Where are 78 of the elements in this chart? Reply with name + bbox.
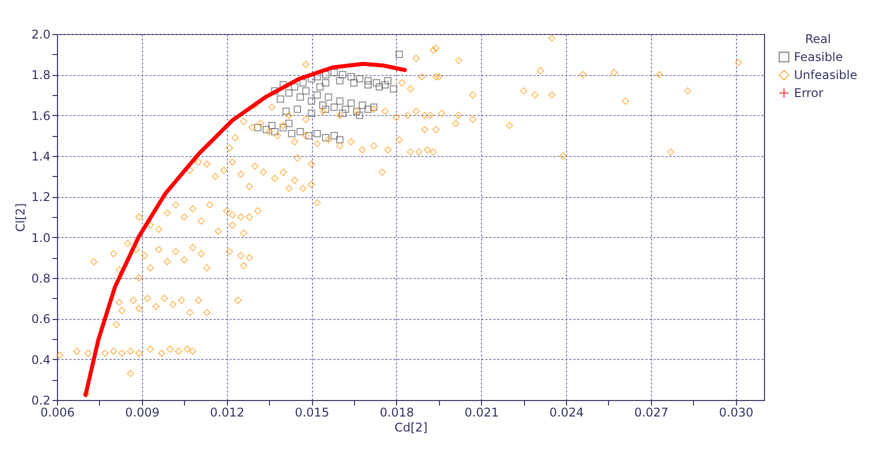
point (268, 122, 276, 130)
point (350, 79, 358, 86)
y-tick-label: 1.8 (31, 68, 50, 82)
point (347, 73, 355, 80)
point (330, 104, 338, 111)
point (342, 106, 350, 113)
point (294, 106, 302, 113)
legend-label: Unfeasible (794, 68, 858, 82)
y-tick-label: 1.4 (31, 150, 50, 164)
point (316, 83, 324, 91)
x-tick-label: 0.030 (719, 406, 754, 420)
point (282, 108, 290, 115)
point (285, 89, 293, 97)
y-tick-label: 1.2 (31, 190, 50, 204)
y-tick-label: 0.6 (31, 312, 50, 326)
y-tick-label: 2.0 (31, 28, 50, 42)
y-tick-label: 0.8 (31, 272, 50, 286)
legend-label: Error (794, 86, 824, 100)
point (285, 120, 293, 128)
point (290, 83, 298, 91)
point (314, 130, 321, 138)
point (305, 132, 312, 140)
point (308, 97, 316, 105)
point (364, 77, 372, 84)
point (322, 71, 330, 78)
point (358, 102, 366, 109)
x-tick-label: 0.024 (549, 406, 584, 420)
point (384, 77, 392, 84)
y-tick-label: 1.0 (31, 230, 50, 245)
point (296, 128, 304, 136)
point (356, 75, 364, 82)
point (330, 132, 338, 140)
x-tick-label: 0.021 (464, 406, 499, 420)
point (390, 85, 398, 93)
point (262, 126, 270, 134)
point (364, 106, 372, 113)
legend-title: Real (805, 32, 831, 46)
point (288, 130, 296, 138)
point (296, 93, 304, 101)
point (302, 87, 310, 95)
y-tick-label: 0.4 (31, 352, 50, 367)
point (314, 91, 321, 99)
point (396, 50, 403, 58)
point (376, 83, 384, 91)
x-axis-title: Cd[2] (394, 420, 428, 434)
x-tick-label: 0.018 (380, 406, 414, 420)
y-axis-title: Cl[2] (13, 203, 28, 232)
point (336, 77, 344, 84)
x-tick-label: 0.015 (294, 406, 330, 420)
point (336, 97, 344, 105)
x-tick-label: 0.009 (125, 406, 160, 420)
point (276, 95, 284, 103)
y-tick-label: 1.6 (31, 108, 50, 123)
x-tick-label: 0.027 (634, 406, 669, 420)
legend-label: Feasible (794, 50, 843, 64)
point (299, 79, 307, 86)
point (322, 134, 330, 142)
point (364, 81, 372, 88)
point (271, 128, 278, 136)
point (370, 104, 378, 111)
point (336, 136, 344, 144)
point (356, 112, 364, 119)
point (330, 68, 338, 76)
point (338, 110, 346, 117)
point (308, 110, 316, 117)
point (322, 106, 330, 113)
point (338, 71, 346, 78)
x-tick-label: 0.006 (40, 406, 75, 420)
point (319, 102, 326, 109)
line-series (84, 62, 407, 397)
y-tick-label: 0.2 (31, 394, 50, 408)
x-tick-label: 0.012 (210, 406, 244, 420)
point (372, 79, 380, 86)
point (381, 81, 389, 88)
point (254, 124, 262, 132)
point (347, 99, 355, 107)
point (322, 79, 330, 86)
point (324, 93, 332, 101)
